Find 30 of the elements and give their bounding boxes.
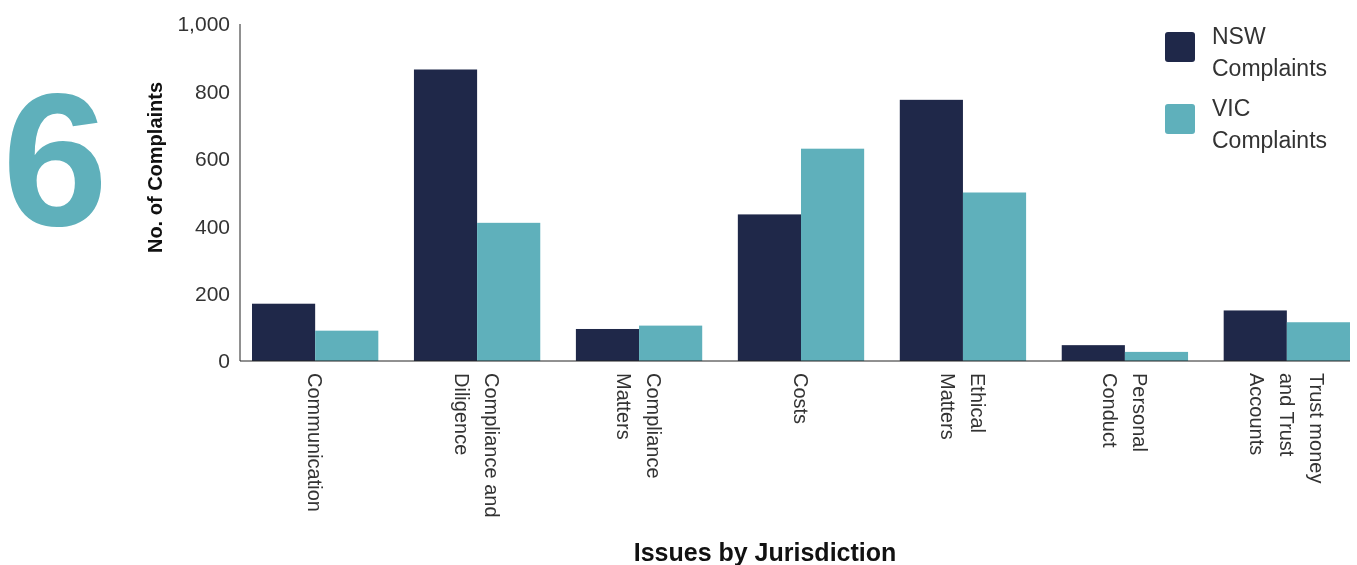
y-tick-label: 1,000 [177, 12, 230, 36]
legend-label: NSW Complaints [1212, 23, 1328, 81]
bar [315, 330, 379, 361]
text: 6 [2, 53, 108, 265]
y-tick-label: 600 [194, 147, 230, 171]
bar [737, 214, 801, 361]
x-tick-label: Compliance Matters [613, 373, 666, 479]
x-tick-label: Ethical Matters [936, 373, 989, 440]
bar [1286, 322, 1350, 361]
y-tick-label: 0 [218, 349, 230, 373]
y-axis-title: No. of Complaints [144, 81, 166, 254]
bar [413, 69, 478, 361]
x-tick-label: Costs [790, 373, 812, 425]
x-tick-label: Personal Conduct [1098, 373, 1151, 452]
bar [252, 303, 316, 361]
bar [1061, 345, 1125, 361]
x-tick-label: Communication [304, 373, 327, 512]
y-tick-label: 400 [194, 214, 230, 238]
bar [575, 328, 640, 361]
legend-label: VIC Complaints [1212, 95, 1328, 153]
x-tick-label: Trust money and Trust Accounts [1245, 373, 1328, 484]
bar [801, 148, 865, 361]
y-tick-label: 200 [194, 281, 230, 305]
y-tick-label: 800 [194, 79, 230, 103]
bar [1223, 310, 1287, 361]
x-tick-label: Compliance and Diligence [451, 373, 504, 518]
bar [962, 192, 1027, 361]
bar [477, 222, 541, 361]
bar [639, 325, 703, 361]
bar [899, 99, 963, 361]
